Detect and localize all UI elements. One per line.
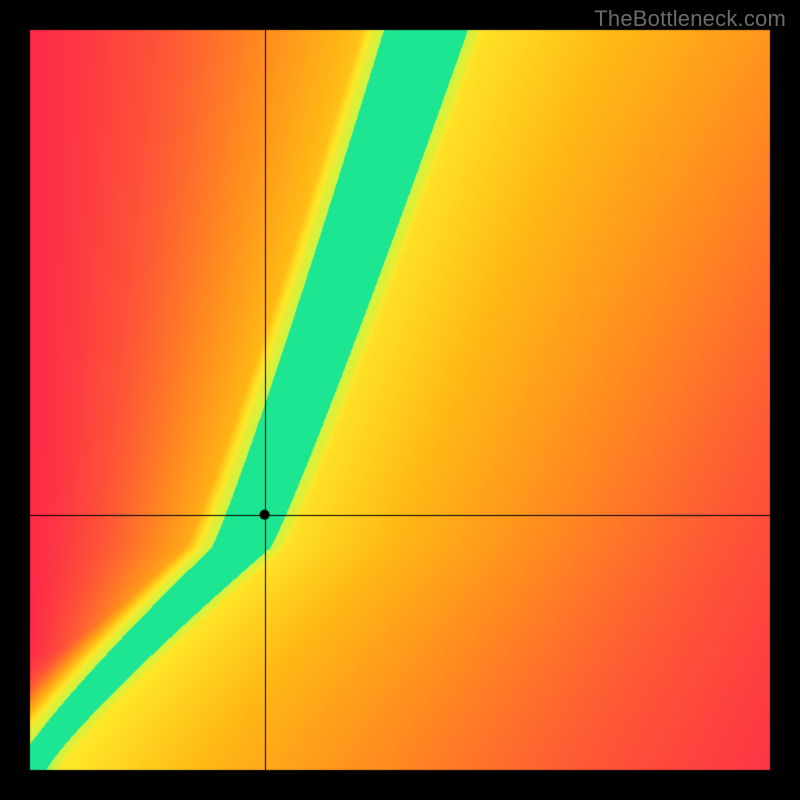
chart-container: TheBottleneck.com [0,0,800,800]
heatmap-canvas [0,0,800,800]
watermark-text: TheBottleneck.com [594,6,786,32]
